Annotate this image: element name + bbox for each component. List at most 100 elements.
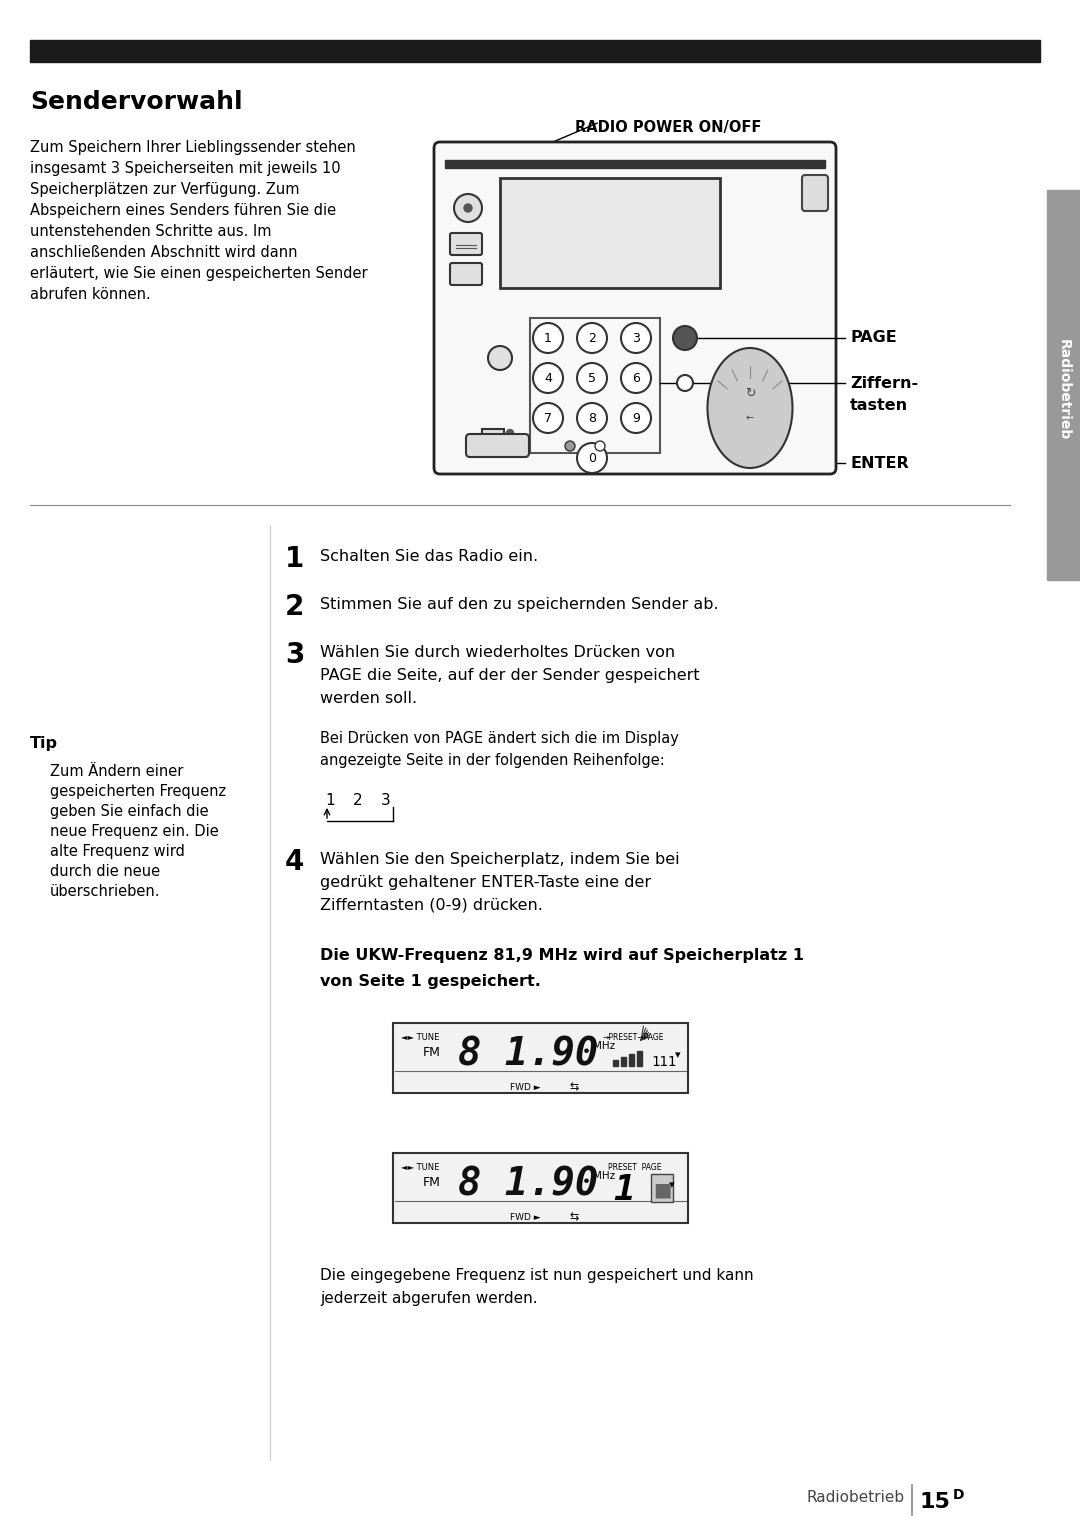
Circle shape xyxy=(534,363,563,392)
Text: 2: 2 xyxy=(353,793,363,808)
FancyBboxPatch shape xyxy=(450,233,482,254)
Circle shape xyxy=(673,327,697,350)
Text: ▾: ▾ xyxy=(669,1180,675,1190)
Text: 9: 9 xyxy=(632,411,640,425)
Text: PRESET  PAGE: PRESET PAGE xyxy=(608,1164,661,1173)
Bar xyxy=(393,1023,688,1093)
Text: D: D xyxy=(953,1489,964,1502)
Text: 8 1.90: 8 1.90 xyxy=(458,1035,598,1073)
Text: untenstehenden Schritte aus. Im: untenstehenden Schritte aus. Im xyxy=(30,224,271,239)
Bar xyxy=(500,178,720,288)
Text: PAGE die Seite, auf der der Sender gespeichert: PAGE die Seite, auf der der Sender gespe… xyxy=(320,668,700,684)
Text: Speicherplätzen zur Verfügung. Zum: Speicherplätzen zur Verfügung. Zum xyxy=(30,182,299,198)
Text: 3: 3 xyxy=(632,331,640,345)
Text: Abspeichern eines Senders führen Sie die: Abspeichern eines Senders führen Sie die xyxy=(30,202,336,218)
Text: ▾: ▾ xyxy=(675,1050,680,1059)
Bar xyxy=(651,1174,673,1202)
Text: durch die neue: durch die neue xyxy=(50,865,160,878)
Text: Wählen Sie den Speicherplatz, indem Sie bei: Wählen Sie den Speicherplatz, indem Sie … xyxy=(320,852,679,868)
Text: →PRESET→PAGE: →PRESET→PAGE xyxy=(603,1033,664,1042)
Text: ■: ■ xyxy=(652,1180,671,1199)
Text: 6: 6 xyxy=(632,371,640,385)
Text: alte Frequenz wird: alte Frequenz wird xyxy=(50,845,185,858)
Circle shape xyxy=(595,442,605,451)
Text: 2: 2 xyxy=(285,593,305,621)
FancyBboxPatch shape xyxy=(465,434,529,457)
Text: anschließenden Abschnitt wird dann: anschließenden Abschnitt wird dann xyxy=(30,245,297,261)
Circle shape xyxy=(488,346,512,369)
Text: 2: 2 xyxy=(589,331,596,345)
Bar xyxy=(621,1056,626,1065)
Bar xyxy=(30,40,1040,61)
Text: FWD ►: FWD ► xyxy=(510,1082,541,1091)
Text: insgesamt 3 Speicherseiten mit jeweils 10: insgesamt 3 Speicherseiten mit jeweils 1… xyxy=(30,161,340,176)
Circle shape xyxy=(577,323,607,353)
Text: Schalten Sie das Radio ein.: Schalten Sie das Radio ein. xyxy=(320,549,538,564)
Text: 4: 4 xyxy=(285,848,305,875)
Text: 4: 4 xyxy=(544,371,552,385)
Bar xyxy=(637,1052,642,1065)
Text: FM: FM xyxy=(423,1176,441,1190)
Text: ◄► TUNE: ◄► TUNE xyxy=(401,1164,440,1173)
Text: Tip: Tip xyxy=(30,736,58,751)
Text: 15: 15 xyxy=(920,1492,950,1512)
Text: 8 1.90: 8 1.90 xyxy=(458,1165,598,1203)
Text: 111: 111 xyxy=(651,1055,676,1069)
Bar xyxy=(613,1059,618,1065)
Text: ←: ← xyxy=(746,412,754,423)
Text: werden soll.: werden soll. xyxy=(320,691,417,707)
Bar xyxy=(393,1153,688,1223)
Text: 8: 8 xyxy=(588,411,596,425)
Circle shape xyxy=(621,403,651,432)
Text: MHz: MHz xyxy=(593,1171,616,1180)
Circle shape xyxy=(677,376,693,391)
Circle shape xyxy=(621,363,651,392)
Circle shape xyxy=(577,403,607,432)
Text: erläutert, wie Sie einen gespeicherten Sender: erläutert, wie Sie einen gespeicherten S… xyxy=(30,267,367,281)
Text: von Seite 1 gespeichert.: von Seite 1 gespeichert. xyxy=(320,973,541,989)
Text: Zum Ändern einer: Zum Ändern einer xyxy=(50,763,184,779)
Circle shape xyxy=(534,323,563,353)
Text: tasten: tasten xyxy=(850,397,908,412)
Text: 1: 1 xyxy=(613,1173,635,1206)
Text: Ziffern-: Ziffern- xyxy=(850,376,918,391)
Text: RADIO POWER ON/OFF: RADIO POWER ON/OFF xyxy=(575,120,761,135)
Text: neue Frequenz ein. Die: neue Frequenz ein. Die xyxy=(50,825,219,839)
Circle shape xyxy=(565,442,575,451)
Bar xyxy=(629,1055,634,1065)
Text: angezeigte Seite in der folgenden Reihenfolge:: angezeigte Seite in der folgenden Reihen… xyxy=(320,753,665,768)
Text: Wählen Sie durch wiederholtes Drücken von: Wählen Sie durch wiederholtes Drücken vo… xyxy=(320,645,675,661)
Text: 7: 7 xyxy=(544,411,552,425)
Bar xyxy=(530,317,660,452)
Text: ◄► TUNE: ◄► TUNE xyxy=(401,1033,440,1042)
Text: 0: 0 xyxy=(588,452,596,464)
Text: überschrieben.: überschrieben. xyxy=(50,885,161,898)
Circle shape xyxy=(621,323,651,353)
Text: gespeicherten Frequenz: gespeicherten Frequenz xyxy=(50,783,226,799)
Text: 3: 3 xyxy=(381,793,391,808)
Circle shape xyxy=(577,443,607,474)
Text: 3: 3 xyxy=(285,641,305,668)
Bar xyxy=(482,429,504,443)
Text: PAGE: PAGE xyxy=(850,331,896,345)
Text: 1: 1 xyxy=(285,546,305,573)
Text: FM: FM xyxy=(423,1047,441,1059)
FancyBboxPatch shape xyxy=(802,175,828,212)
FancyBboxPatch shape xyxy=(450,264,482,285)
Text: ⇆: ⇆ xyxy=(570,1213,579,1222)
Text: ENTER: ENTER xyxy=(850,455,908,471)
Text: jederzeit abgerufen werden.: jederzeit abgerufen werden. xyxy=(320,1291,538,1306)
Circle shape xyxy=(464,204,472,212)
Text: FWD ►: FWD ► xyxy=(510,1213,541,1222)
Text: Zum Speichern Ihrer Lieblingssender stehen: Zum Speichern Ihrer Lieblingssender steh… xyxy=(30,140,355,155)
Ellipse shape xyxy=(707,348,793,468)
Circle shape xyxy=(454,195,482,222)
Text: 1: 1 xyxy=(544,331,552,345)
Text: Die UKW-Frequenz 81,9 MHz wird auf Speicherplatz 1: Die UKW-Frequenz 81,9 MHz wird auf Speic… xyxy=(320,947,804,963)
Text: Zifferntasten (0-9) drücken.: Zifferntasten (0-9) drücken. xyxy=(320,898,543,914)
Text: Radiobetrieb: Radiobetrieb xyxy=(1057,339,1071,440)
Text: geben Sie einfach die: geben Sie einfach die xyxy=(50,803,208,819)
Circle shape xyxy=(534,403,563,432)
Text: ↻: ↻ xyxy=(745,386,755,400)
Text: 5: 5 xyxy=(588,371,596,385)
